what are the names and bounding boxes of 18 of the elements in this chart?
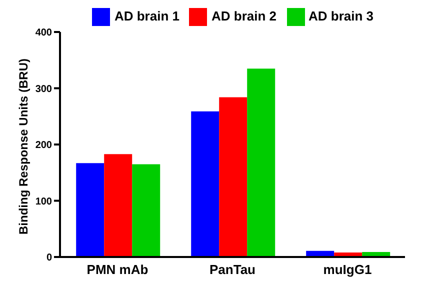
- bar: [191, 111, 220, 257]
- y-tick-label: 0: [46, 252, 52, 264]
- legend-label: AD brain 2: [211, 8, 276, 24]
- bar: [76, 163, 104, 257]
- y-tick-label: 100: [35, 196, 52, 208]
- y-tick-label: 200: [35, 140, 52, 152]
- legend-label: AD brain 3: [308, 8, 374, 24]
- bar: [104, 154, 132, 257]
- y-tick-label: 300: [35, 84, 52, 95]
- x-tick-label: PMN mAb: [86, 262, 148, 278]
- bar: [132, 164, 160, 257]
- x-tick-label: muIgG1: [323, 262, 372, 278]
- bar: [219, 97, 248, 257]
- legend-label: AD brain 1: [114, 8, 180, 24]
- bar: [247, 68, 276, 257]
- y-tick-label: 400: [35, 28, 52, 39]
- x-tick-label: PanTau: [210, 262, 256, 278]
- y-axis-title: Binding Response Units (BRU): [16, 58, 30, 234]
